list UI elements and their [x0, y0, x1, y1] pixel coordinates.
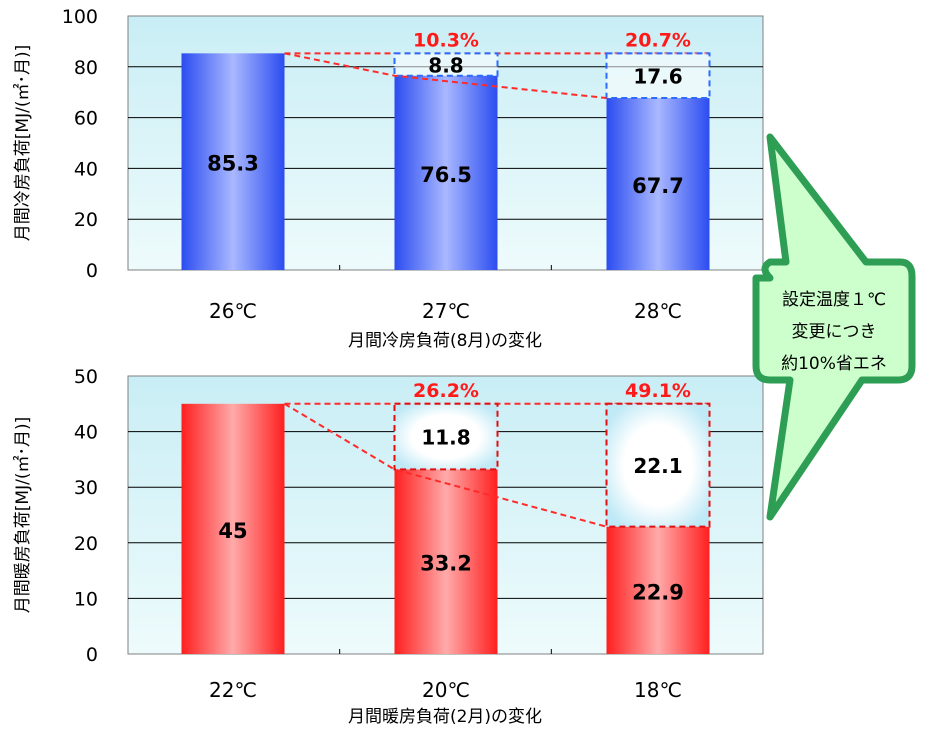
- bar-value-label: 76.5: [420, 163, 472, 187]
- bar-3: [606, 98, 710, 271]
- x-tick-label: 28℃: [634, 299, 682, 323]
- bars: 85.3 76.5 67.7 8.8 10.3% 17.6 20.7%: [181, 29, 711, 271]
- y-axis-label: 月間冷房負荷[MJ/(㎡･月)]: [13, 45, 33, 241]
- bars: 45 33.2 22.9 11.8 26.2% 22.1 49.1%: [181, 380, 711, 654]
- bar-2: [394, 469, 498, 654]
- callout-line-1: 設定温度１℃: [782, 290, 886, 310]
- y-tick-label: 60: [74, 108, 98, 130]
- trend-dashed-line: [284, 52, 607, 100]
- bar-value-label: 67.7: [632, 174, 684, 198]
- x-axis-label: 月間冷房負荷(8月)の変化: [348, 331, 542, 351]
- x-tick-label: 27℃: [422, 299, 470, 323]
- callout-line-3: 約10%省エネ: [781, 354, 887, 374]
- bar-1: [181, 53, 285, 271]
- reduction-percent-label: 20.7%: [625, 29, 691, 51]
- bar-value-label: 85.3: [207, 152, 259, 176]
- y-tick-label: 20: [74, 533, 98, 555]
- reduction-percent-label: 26.2%: [413, 380, 479, 402]
- reduction-value-label: 22.1: [633, 454, 682, 478]
- y-tick-label: 10: [74, 588, 98, 610]
- callout-bubble: [752, 133, 916, 521]
- callout-line-2: 変更につき: [792, 322, 877, 342]
- y-axis-label: 月間暖房負荷[MJ/(㎡･月)]: [13, 417, 33, 613]
- reduction-box-3: [605, 402, 711, 528]
- y-tick-label: 40: [74, 422, 98, 444]
- y-tick-labels: 0 20 40 60 80 100: [62, 6, 98, 282]
- bar-2: [394, 75, 498, 270]
- y-tick-label: 0: [86, 644, 98, 666]
- bar-value-label: 45: [218, 519, 247, 543]
- reduction-value-label: 17.6: [633, 65, 682, 89]
- cooling-load-chart: 0 20 40 60 80 100 85.3 76.5 67.7 8.8 10.3% 17.6 20.…: [13, 6, 764, 351]
- reduction-value-label: 11.8: [421, 426, 470, 450]
- y-tick-label: 30: [74, 477, 98, 499]
- y-tick-label: 100: [62, 6, 98, 28]
- reduction-box-2: [393, 52, 499, 77]
- x-tick-labels: 22℃ 20℃ 18℃: [209, 678, 682, 702]
- energy-saving-callout: 設定温度１℃ 変更につき 約10%省エネ: [752, 133, 916, 521]
- trend-dashed-line: [283, 402, 607, 528]
- bar-1: [181, 403, 285, 654]
- y-tick-label: 40: [74, 158, 98, 180]
- reduction-box-3: [605, 52, 711, 100]
- x-tick-label: 20℃: [422, 678, 470, 702]
- bar-3: [606, 526, 710, 654]
- heating-load-chart: 0 10 20 30 40 50 45 33.2 22.9 11.8 26.2% 22.1 49.1%…: [13, 366, 764, 727]
- x-tick-label: 18℃: [634, 678, 682, 702]
- x-tick-label: 26℃: [209, 299, 257, 323]
- x-tick-labels: 26℃ 27℃ 28℃: [209, 299, 682, 323]
- y-tick-labels: 0 10 20 30 40 50: [74, 366, 98, 666]
- reduction-box-2: [393, 402, 499, 471]
- y-tick-label: 0: [86, 260, 98, 282]
- bar-value-label: 33.2: [420, 552, 472, 576]
- reduction-percent-label: 49.1%: [625, 380, 691, 402]
- reduction-value-label: 8.8: [428, 54, 463, 78]
- reduction-percent-label: 10.3%: [413, 29, 479, 51]
- y-tick-label: 80: [74, 57, 98, 79]
- y-tick-label: 50: [74, 366, 98, 388]
- x-axis-label: 月間暖房負荷(2月)の変化: [348, 707, 542, 727]
- y-tick-label: 20: [74, 209, 98, 231]
- bar-value-label: 22.9: [632, 580, 684, 604]
- x-tick-label: 22℃: [209, 678, 257, 702]
